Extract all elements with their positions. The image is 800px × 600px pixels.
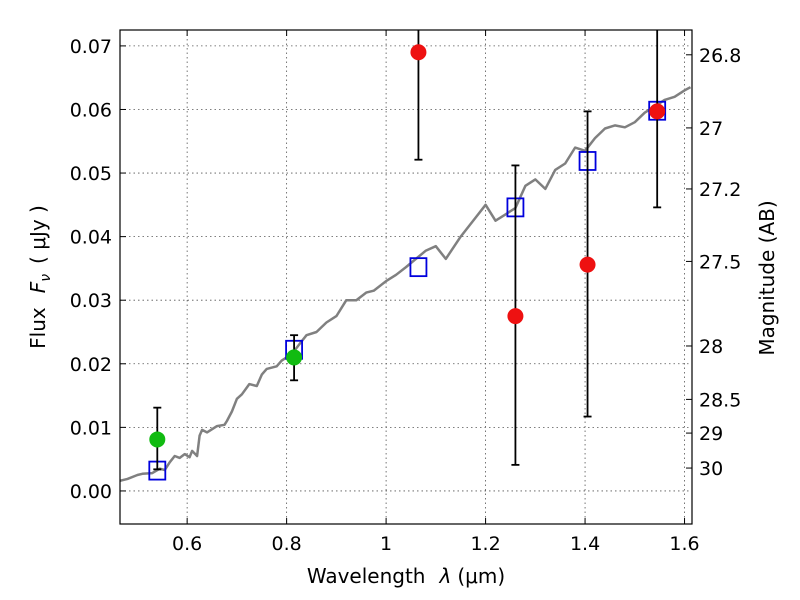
observed-point: [507, 308, 524, 325]
y-axis-title: Flux Fν ( μJy ): [26, 205, 54, 349]
mag-tick-label: 26.8: [699, 45, 741, 67]
x-tick-label: 1: [380, 533, 392, 555]
y2-axis-title: Magnitude (AB): [755, 200, 779, 355]
x-tick-label: 0.8: [272, 533, 302, 555]
mag-tick-label: 27.5: [699, 251, 741, 273]
y-tick-label: 0.07: [70, 36, 112, 58]
mag-tick-label: 30: [699, 458, 723, 480]
mag-tick-label: 28: [699, 336, 723, 358]
x-axis-title-symbol: λ: [439, 564, 452, 588]
y-axis-title-subscript: ν: [38, 274, 54, 282]
y-tick-label: 0.00: [70, 481, 112, 503]
observed-point: [149, 431, 166, 448]
observed-point: [410, 44, 427, 61]
x-tick-label: 1.6: [669, 533, 699, 555]
x-tick-label: 0.6: [172, 533, 202, 555]
mag-tick-label: 28.5: [699, 389, 741, 411]
x-tick-label: 1.2: [470, 533, 500, 555]
observed-point: [286, 349, 303, 366]
model-square-point: [409, 257, 428, 278]
y-tick-label: 0.06: [70, 99, 112, 121]
observed-point: [649, 103, 666, 120]
y-tick-label: 0.04: [70, 227, 112, 249]
grid-layer: [120, 30, 692, 524]
plot-frame: [119, 29, 693, 525]
y-axis-title-unit: ( μJy ): [26, 205, 50, 264]
y-tick-label: 0.01: [70, 417, 112, 439]
x-tick-label: 1.4: [570, 533, 600, 555]
x-axis-title: Wavelength λ (μm): [307, 564, 505, 588]
axis-layer: 0.6 0.8 1 1.2 1.4 1.6 0.00 0.01 0.02 0.03 0.04 0.05…: [70, 30, 741, 555]
y-axis-title-text: Flux: [26, 307, 50, 349]
y-tick-label: 0.03: [70, 290, 112, 312]
mag-tick-label: 27.2: [699, 179, 741, 201]
spectrum-line: [120, 86, 692, 483]
mag-tick-label: 27: [699, 118, 723, 140]
mag-tick-label: 29: [699, 423, 723, 445]
y-tick-label: 0.02: [70, 354, 112, 376]
y-axis-title-symbol: F: [26, 281, 50, 293]
marker-layer: [148, 30, 667, 481]
x-axis-title-unit: (μm): [457, 564, 505, 588]
observed-point: [579, 256, 596, 273]
x-axis-title-text: Wavelength: [307, 564, 426, 588]
spectrum-layer: [120, 86, 692, 483]
y-tick-label: 0.05: [70, 163, 112, 185]
